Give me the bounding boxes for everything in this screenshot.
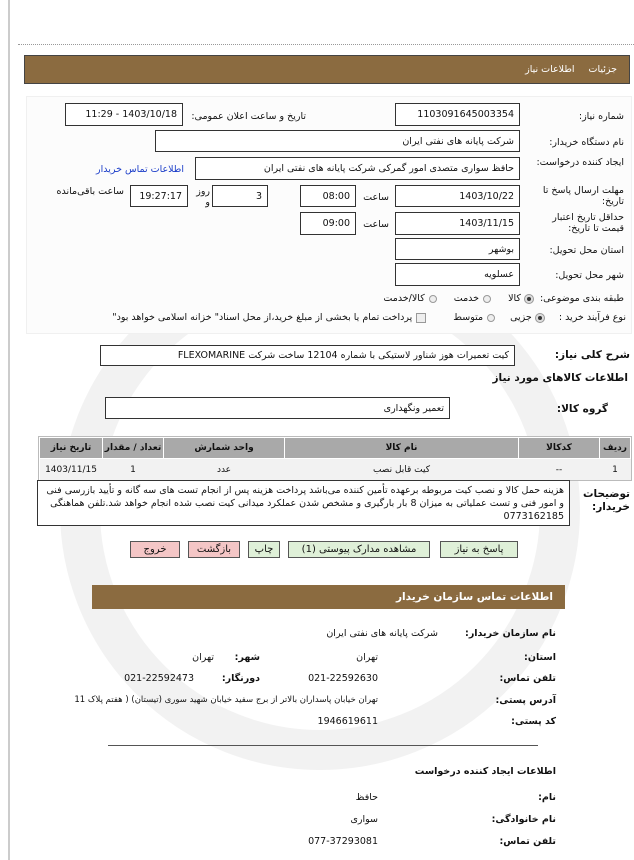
city-contact-value: تهران [192,652,214,663]
deadline-date-field: 1403/10/22 [395,185,520,207]
col-row: ردیف [599,437,631,459]
goods-title: اطلاعات کالاهای مورد نیاز [492,372,628,384]
postal-label: کد پستی: [511,716,556,727]
radio-medium-label: متوسط [453,312,484,323]
cell-qty: 1 [102,458,164,480]
summary-field: کیت تعمیرات هوز شناور لاستیکی با شماره 1… [100,345,515,366]
header-bar: جزئیات اطلاعات نیاز [24,55,630,84]
cell-row: 1 [599,458,631,480]
payment-note: پرداخت تمام یا بخشی از مبلغ خرید،از محل … [112,312,413,323]
radio-minor-label: جزیی [510,312,532,323]
goods-table-wrap: ردیف کدکالا نام کالا واحد شمارش تعداد / … [38,436,632,481]
notes-label: توضیحات خریدار: [582,488,630,513]
left-border [8,0,10,860]
days-field: 3 [212,185,268,207]
buyer-label: نام دستگاه خریدار: [549,137,624,148]
print-button[interactable]: چاپ [248,541,280,558]
contact-bar: اطلاعات تماس سازمان خریدار [92,585,565,609]
back-button[interactable]: بازگشت [188,541,240,558]
province-contact-value: تهران [356,652,378,663]
notes-field: هزینه حمل کالا و نصب کیت مربوطه برعهده ت… [37,480,570,526]
need-number-field: 1103091645003354 [395,103,520,126]
tab-details[interactable]: جزئیات [588,64,617,75]
radio-goods[interactable] [524,294,533,303]
org-value: شرکت پایانه های نفتی ایران [326,628,438,639]
radio-service[interactable] [483,294,492,303]
radio-goods-service-label: کالا/خدمت [383,293,425,304]
cell-date: 1403/11/15 [39,458,103,480]
contact-title: اطلاعات تماس سازمان خریدار [396,591,553,603]
address-label: آدرس پستی: [495,695,556,706]
phone-value: 021-22592630 [308,673,378,684]
reply-button[interactable]: پاسخ به نیاز [440,541,518,558]
creator-label: ایجاد کننده درخواست: [536,157,624,168]
goods-table: ردیف کدکالا نام کالا واحد شمارش تعداد / … [39,437,631,480]
cell-name: کیت قابل نصب [284,458,519,480]
days-label: روز و [196,186,210,208]
radio-service-label: خدمت [453,293,480,304]
province-field: بوشهر [395,238,520,260]
category-row: طبقه بندی موضوعی: کالا خدمت کالا/خدمت [383,293,624,304]
address-value: تهران خیابان پاسداران بالاتر از برج سفید… [74,695,378,705]
table-header: ردیف کدکالا نام کالا واحد شمارش تعداد / … [39,437,631,459]
group-label: گروه کالا: [556,403,608,415]
col-date: تاریخ نیاز [39,437,103,459]
col-qty: تعداد / مقدار [102,437,164,459]
table-row: 1 -- کیت قابل نصب عدد 1 1403/11/15 [39,458,631,480]
process-label: نوع فرآیند خرید : [558,312,626,323]
cell-unit: عدد [163,458,285,480]
radio-medium[interactable] [487,313,496,322]
buyer-field: شرکت پایانه های نفتی ایران [155,130,520,152]
creator-info-title: اطلاعات ایجاد کننده درخواست [414,766,556,777]
family-label: نام خانوادگی: [491,814,556,825]
process-row: نوع فرآیند خرید : جزیی متوسط پرداخت تمام… [112,312,626,323]
tab-need-info[interactable]: اطلاعات نیاز [525,64,575,75]
radio-goods-label: کالا [508,293,521,304]
family-value: سواری [350,814,378,825]
deadline-time-label: ساعت [363,192,389,203]
city-contact-label: شهر: [234,652,260,663]
city-label: شهر محل تحویل: [555,270,624,281]
validity-time-label: ساعت [363,219,389,230]
exit-button[interactable]: خروج [130,541,180,558]
validity-label: حداقل تاریخ اعتبار قیمت تا تاریخ: [552,212,624,234]
name-label: نام: [538,792,556,803]
creator-phone-value: 077-37293081 [308,836,378,847]
category-label: طبقه بندی موضوعی: [539,293,624,304]
contact-divider [108,745,538,746]
phone-label: تلفن تماس: [499,673,556,684]
group-field: تعمیر ونگهداری [105,397,450,419]
remaining-field: 19:27:17 [130,185,188,207]
col-name: نام کالا [284,437,519,459]
buyer-contact-link[interactable]: اطلاعات تماس خریدار [95,164,184,175]
summary-label: شرح کلی نیاز: [554,349,630,361]
fax-label: دورنگار: [221,673,260,684]
radio-goods-service[interactable] [428,294,437,303]
name-value: حافظ [355,792,378,803]
need-number-label: شماره نیاز: [578,111,624,122]
deadline-time-field: 08:00 [300,185,356,207]
attachments-button[interactable]: مشاهده مدارک پیوستی (1) [288,541,430,558]
city-field: عسلویه [395,263,520,286]
fax-value: 021-22592473 [124,673,194,684]
deadline-label: مهلت ارسال پاسخ تا تاریخ: [542,185,624,207]
province-label: استان محل تحویل: [549,245,624,256]
divider [18,44,634,45]
validity-date-field: 1403/11/15 [395,212,520,235]
radio-minor[interactable] [535,313,544,322]
validity-time-field: 09:00 [300,212,356,235]
org-label: نام سازمان خریدار: [465,628,556,639]
cell-code: -- [518,458,600,480]
creator-phone-label: تلفن تماس: [499,836,556,847]
col-code: کدکالا [518,437,600,459]
col-unit: واحد شمارش [163,437,285,459]
creator-field: حافظ سواری متصدی امور گمرکی شرکت پایانه … [195,157,520,180]
remaining-label: ساعت باقی‌مانده [56,186,124,197]
announce-label: تاریخ و ساعت اعلان عمومی: [191,111,306,122]
announce-field: 1403/10/18 - 11:29 [65,103,183,126]
treasury-checkbox[interactable] [416,312,427,323]
province-contact-label: استان: [524,652,556,663]
postal-value: 1946619611 [317,716,378,727]
